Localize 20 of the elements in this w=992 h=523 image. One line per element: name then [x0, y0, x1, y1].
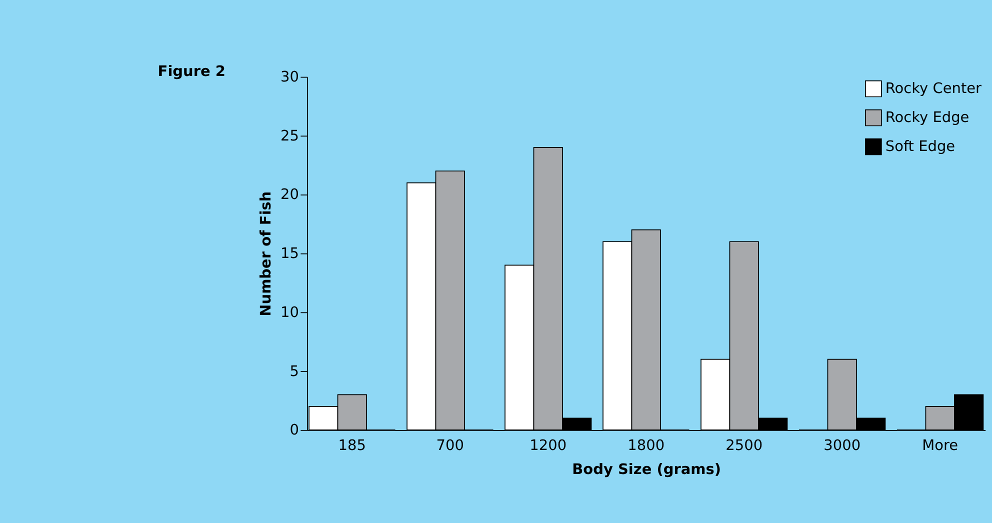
- legend-label: Rocky Edge: [885, 110, 970, 126]
- x-tick-label: 1200: [530, 438, 567, 454]
- x-tick-label: 2500: [726, 438, 763, 454]
- y-tick-label: 20: [280, 187, 299, 204]
- x-tick-label: 185: [338, 438, 366, 454]
- x-tick-label: 3000: [824, 438, 861, 454]
- text: Figure 2: [158, 64, 226, 80]
- legend-label: Rocky Center: [885, 81, 982, 98]
- y-tick-label: 30: [280, 70, 299, 86]
- y-tick-label: 15: [280, 246, 299, 262]
- y-tick-label: 5: [290, 364, 299, 380]
- y-tick-label: 25: [280, 128, 299, 144]
- x-axis-title: Body Size (grams): [572, 462, 722, 478]
- x-tick-label: 700: [436, 438, 464, 454]
- x-tick-label: More: [922, 438, 958, 454]
- y-axis-title: Number of Fish: [258, 191, 274, 316]
- y-tick-label: 10: [280, 304, 299, 321]
- legend-label: Soft Edge: [885, 139, 956, 156]
- x-tick-label: 1800: [628, 438, 665, 454]
- y-tick-label: 0: [290, 422, 299, 439]
